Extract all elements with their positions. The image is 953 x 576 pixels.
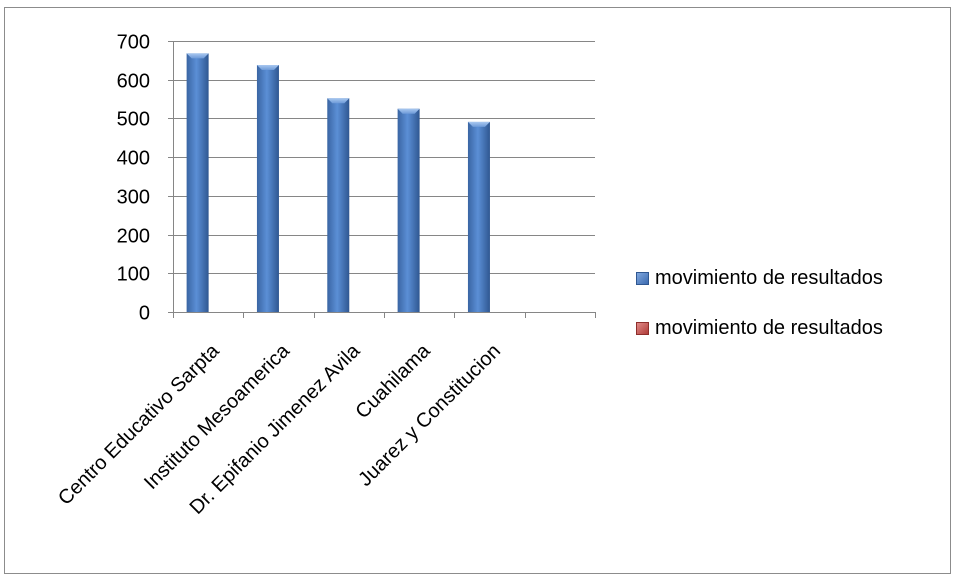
y-tick-label: 100 [117, 264, 150, 286]
axes [168, 41, 596, 318]
y-tick-label: 600 [117, 71, 150, 93]
bar [398, 109, 420, 312]
bar [327, 98, 349, 312]
y-tick-label: 500 [117, 109, 150, 131]
gridlines [173, 42, 595, 274]
x-tick-label: Juarez y Constitucion [354, 340, 505, 491]
y-tick-labels: 0 100 200 300 400 500 600 700 [117, 32, 150, 325]
y-tick-label: 200 [117, 226, 150, 248]
bar [257, 65, 279, 312]
legend-label: movimiento de resultados [655, 317, 883, 340]
bar [187, 53, 209, 312]
y-tick-label: 400 [117, 148, 150, 170]
y-tick-label: 0 [139, 303, 150, 325]
legend-item-series-1: movimiento de resultados [636, 263, 946, 293]
y-tick-label: 700 [117, 32, 150, 54]
legend-swatch-red [636, 322, 649, 335]
legend-item-series-2: movimiento de resultados [636, 313, 946, 343]
legend-label: movimiento de resultados [655, 267, 883, 290]
bar [468, 122, 490, 312]
legend-swatch-blue [636, 272, 649, 285]
y-tick-label: 300 [117, 187, 150, 209]
legend: movimiento de resultados movimiento de r… [636, 263, 946, 363]
